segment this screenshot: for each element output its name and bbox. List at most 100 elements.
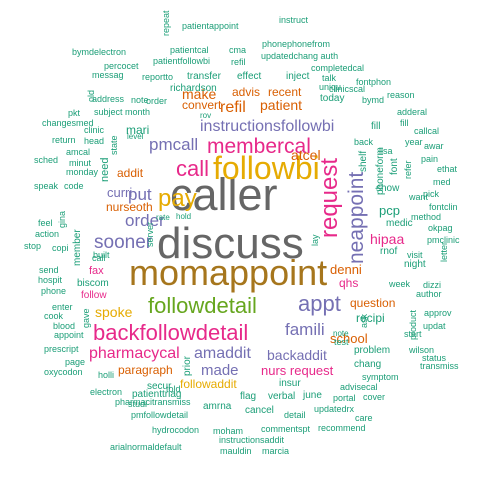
- word-feel: feel: [38, 218, 53, 228]
- word-advisecal: advisecal: [340, 382, 378, 392]
- word-updat: updat: [423, 321, 446, 331]
- word-show: show: [376, 183, 400, 194]
- word-hold: hold: [176, 212, 192, 221]
- word-june: june: [303, 390, 322, 401]
- word-sooner: sooner: [94, 232, 153, 253]
- word-cook: cook: [44, 311, 64, 321]
- word-gina: gina: [57, 210, 67, 228]
- word-nurs-request: nurs request: [261, 363, 334, 378]
- word-pay: pay: [158, 185, 197, 212]
- word-built: built: [93, 250, 110, 260]
- word-marcia: marcia: [262, 446, 290, 456]
- word-inject: inject: [286, 71, 310, 82]
- word-famili: famili: [285, 320, 325, 339]
- word-instructionsaddit: instructionsaddit: [219, 435, 285, 445]
- word-insur: insur: [279, 378, 301, 389]
- word-clinicscal: clinicscal: [329, 84, 366, 94]
- word-test: test: [334, 337, 349, 347]
- word-phone: phone: [41, 286, 67, 296]
- word-today: today: [320, 93, 345, 104]
- word-amrna: amrna: [203, 401, 232, 412]
- word-repeat: repeat: [161, 10, 171, 36]
- word-refil: refil: [220, 99, 246, 116]
- word-pkt: pkt: [68, 108, 81, 118]
- word-membercal: membercal: [207, 135, 311, 158]
- word-back: back: [354, 137, 374, 147]
- word-pcp: pcp: [379, 203, 400, 218]
- word-bymdelectron: bymdelectron: [72, 47, 127, 57]
- word-blood: blood: [53, 321, 76, 331]
- word-made: made: [201, 362, 239, 379]
- word-patient: patient: [260, 97, 303, 113]
- word-amcal: amcal: [66, 147, 91, 157]
- word-speak: speak: [34, 181, 59, 191]
- word-minut: minut: [69, 158, 92, 168]
- word-paragraph: paragraph: [118, 363, 173, 377]
- word-transmiss: transmiss: [420, 361, 459, 371]
- word-messag: messag: [92, 70, 124, 80]
- word-moham: moham: [213, 426, 244, 436]
- word-approv: approv: [424, 308, 452, 318]
- word-fill: fill: [371, 121, 381, 132]
- word-school: school: [330, 331, 368, 346]
- word-font: font: [389, 158, 400, 175]
- word-enter: enter: [52, 302, 73, 312]
- word-hipaa: hipaa: [370, 231, 405, 247]
- word-refil-2: refil: [231, 57, 246, 67]
- word-sched: sched: [34, 155, 59, 165]
- word-address: address: [92, 94, 125, 104]
- word-gave: gave: [81, 308, 91, 328]
- word-wilson: wilson: [409, 345, 435, 355]
- word-talk: talk: [322, 73, 337, 83]
- word-monday: monday: [66, 167, 99, 177]
- word-holli: holli: [98, 370, 115, 380]
- word-server: server: [145, 221, 155, 247]
- word-shelf: shelf: [358, 150, 369, 172]
- word-awar: awar: [424, 141, 444, 151]
- word-nurseoth: nurseoth: [106, 200, 153, 214]
- word-mari: mari: [126, 123, 150, 137]
- word-return: return: [52, 135, 76, 145]
- word-year: year: [405, 137, 423, 147]
- word-neappoint: neappoint: [345, 171, 368, 264]
- word-backaddit: backaddit: [267, 347, 327, 363]
- word-ask: ask: [359, 313, 369, 328]
- word-fontclin: fontclin: [429, 202, 458, 212]
- word-caller: caller: [170, 169, 278, 220]
- word-pharmacitransmiss: pharmacitransmiss: [115, 397, 191, 407]
- word-hydrocodon: hydrocodon: [152, 425, 200, 435]
- word-rate: rate: [156, 213, 170, 222]
- word-okpag: okpag: [428, 223, 453, 233]
- word-night: night: [404, 259, 426, 270]
- word-pharmacycal: pharmacycal: [89, 345, 180, 362]
- word-start: start: [404, 329, 422, 339]
- word-hospit: hospit: [38, 275, 63, 285]
- word-pmfollowdetail: pmfollowdetail: [131, 410, 189, 420]
- word-mauldin: mauldin: [220, 446, 252, 456]
- word-want: want: [409, 192, 429, 202]
- word-med: med: [433, 177, 451, 187]
- word-studi: studi: [128, 399, 148, 409]
- word-phonephonefrom: phonephonefrom: [262, 39, 331, 49]
- word-convert: convert: [182, 98, 222, 112]
- word-biscom: biscom: [77, 278, 109, 289]
- word-recommend: recommend: [318, 423, 366, 433]
- word-method: method: [411, 212, 442, 222]
- word-note-2: note: [333, 329, 349, 338]
- word-updatedchang-auth: updatedchang auth: [261, 51, 339, 61]
- word-put: put: [128, 185, 152, 204]
- word-secur: secur: [147, 381, 172, 392]
- word-patientappoint: patientappoint: [182, 21, 239, 31]
- word-appoint: appoint: [54, 330, 84, 340]
- word-request: request: [316, 157, 343, 238]
- word-member: member: [72, 229, 83, 266]
- word-page: page: [65, 357, 86, 367]
- word-note: note: [131, 95, 149, 105]
- word-patientfollowbi: patientfollowbi: [153, 56, 211, 66]
- word-completedcal: completedcal: [311, 63, 365, 73]
- word-cma: cma: [229, 45, 247, 55]
- word-changesmed: changesmed: [42, 118, 94, 128]
- word-need: need: [99, 157, 111, 182]
- word-fill-2: fill: [400, 118, 409, 128]
- word-instruct: instruct: [279, 15, 309, 25]
